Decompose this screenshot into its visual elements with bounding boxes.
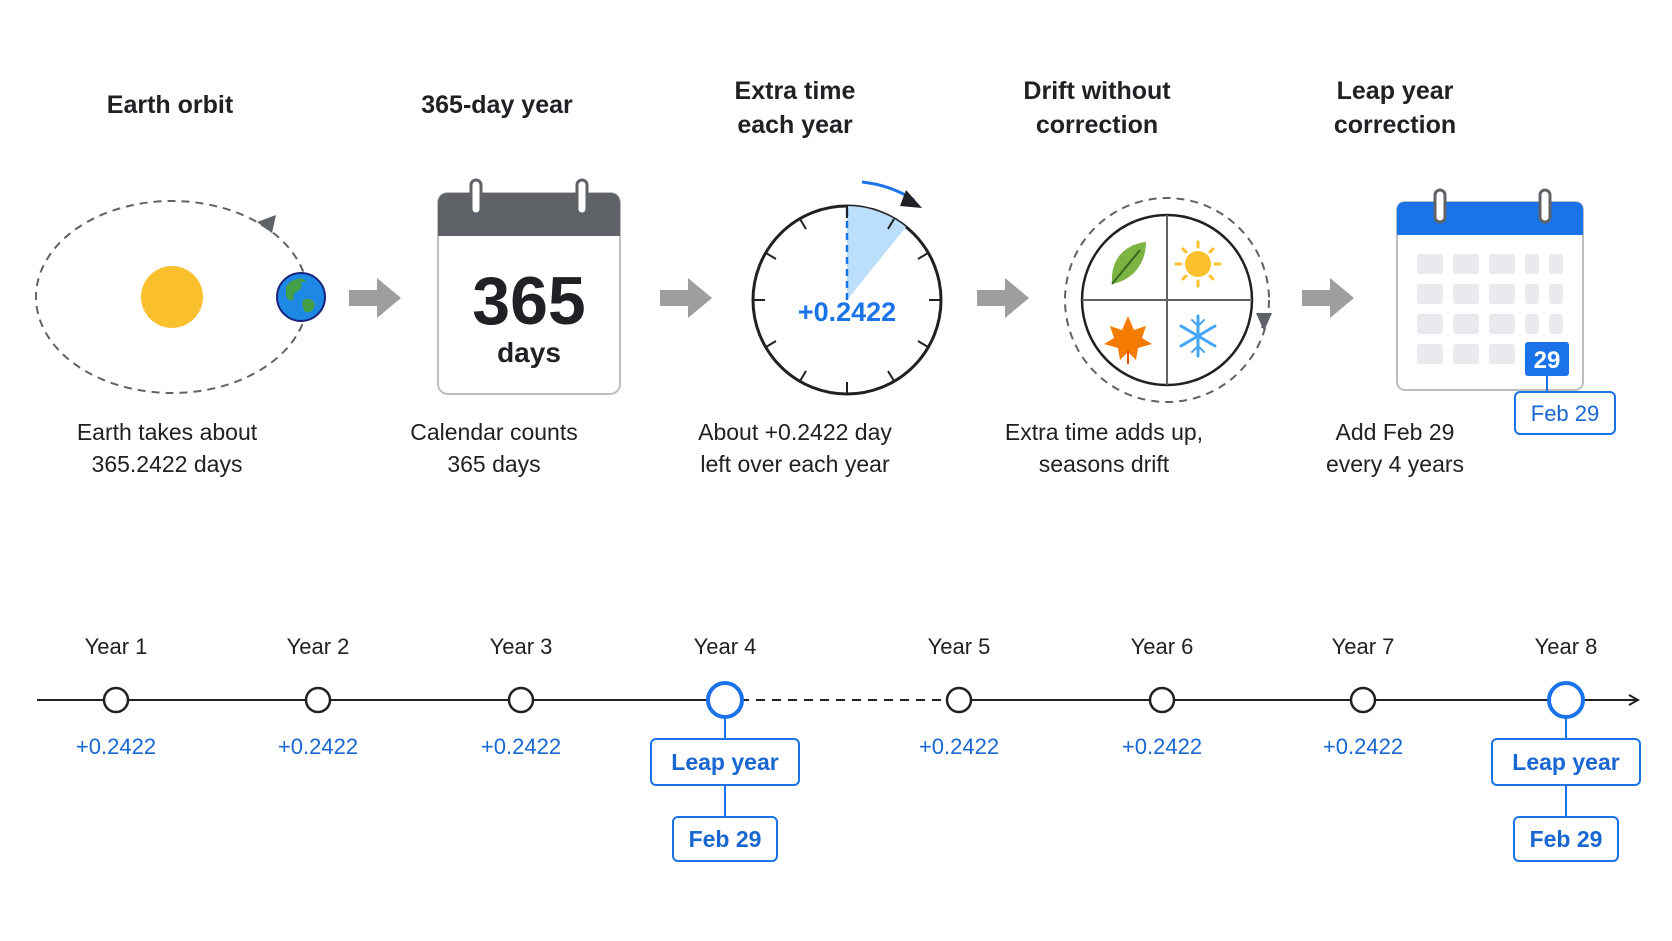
drift-ring (1064, 197, 1270, 403)
feb29-tag-label: Feb 29 (1531, 401, 1600, 426)
autumn-leaf-icon (1104, 316, 1152, 364)
step-caption-drift: Extra time adds up, seasons drift (934, 416, 1274, 480)
timeline: Year 1 +0.2422 Year 2 +0.2422 Year 3 +0.2422 Y… (37, 634, 1641, 862)
caption-line: 365.2422 days (91, 451, 243, 477)
timeline-node[interactable] (1349, 686, 1377, 714)
leap-calendar-header (1397, 202, 1583, 235)
title-line: Extra time (734, 77, 856, 105)
caption-line: Extra time adds up, (1004, 419, 1204, 445)
timeline-year-label: Year 6 (1131, 634, 1194, 659)
step-title-earth-orbit: Earth orbit (10, 88, 330, 122)
flow-arrow-icon (660, 278, 712, 318)
timeline-year-label: Year 4 (694, 634, 757, 659)
calendar-grid (1417, 254, 1563, 364)
step-title-leap-year: Leap year correction (1235, 74, 1555, 142)
leap-day-number: 29 (1534, 347, 1561, 374)
calendar-icon: 365 days (437, 178, 621, 395)
seasons-icon (1064, 197, 1272, 403)
spring-leaf-icon (1111, 242, 1146, 285)
timeline-year-label: Year 1 (85, 634, 148, 659)
timeline-node[interactable] (304, 686, 332, 714)
timeline-node-leap[interactable] (706, 681, 744, 719)
calendar-unit: days (497, 337, 561, 368)
timeline-year-label: Year 5 (928, 634, 991, 659)
sun-icon (141, 266, 203, 328)
flow-arrow-icon (349, 278, 401, 318)
step-caption-365-day-year: Calendar counts 365 days (324, 416, 664, 480)
title-line: Earth orbit (106, 91, 234, 119)
feb29-date-tag (1513, 816, 1619, 862)
caption-line: seasons drift (1038, 451, 1170, 477)
caption-line: every 4 years (1325, 451, 1465, 477)
title-line: 365-day year (421, 91, 573, 119)
timeline-year-value: +0.2422 (1122, 734, 1202, 759)
timeline-node[interactable] (507, 686, 535, 714)
title-line: Drift without (1023, 77, 1171, 105)
winter-snowflake-icon (1179, 314, 1217, 358)
leap-year-label: Leap year (671, 749, 778, 775)
timeline-year-label: Year 2 (287, 634, 350, 659)
drift-arrow-icon (1256, 313, 1272, 331)
timeline-year-value: +0.2422 (919, 734, 999, 759)
flow-arrow-icon (1302, 278, 1354, 318)
title-line: correction (1035, 111, 1159, 139)
calendar-ring-icon (469, 178, 483, 216)
leap-year-label: Leap year (1512, 749, 1619, 775)
clock-extra-wedge (847, 206, 906, 300)
calendar-ring-icon (1433, 188, 1447, 224)
timeline-year-value: +0.2422 (481, 734, 561, 759)
feb29-date-label: Feb 29 (1530, 826, 1603, 852)
timeline-year-label: Year 8 (1535, 634, 1598, 659)
timeline-year-value: +0.2422 (1323, 734, 1403, 759)
step-caption-extra-time: About +0.2422 day left over each year (625, 416, 965, 480)
step-title-extra-time: Extra time each year (635, 74, 955, 142)
timeline-year-label: Year 7 (1332, 634, 1395, 659)
title-line: correction (1333, 111, 1457, 139)
title-line: each year (737, 111, 853, 139)
timeline-node[interactable] (1148, 686, 1176, 714)
step-title-drift: Drift without correction (937, 74, 1257, 142)
calendar-ring-icon (575, 178, 589, 216)
timeline-year-value: +0.2422 (278, 734, 358, 759)
calendar-day-count: 365 (472, 263, 585, 339)
caption-line: 365 days (447, 451, 541, 477)
caption-line: left over each year (700, 451, 890, 477)
clock-value: +0.2422 (798, 297, 896, 327)
timeline-node-leap[interactable] (1547, 681, 1585, 719)
flow-arrow-icon (977, 278, 1029, 318)
timeline-year-value: +0.2422 (76, 734, 156, 759)
timeline-node[interactable] (102, 686, 130, 714)
timeline-year-label: Year 3 (490, 634, 553, 659)
clock-arrowhead-icon (900, 190, 922, 208)
leap-day-badge (1525, 342, 1569, 376)
leap-calendar-icon: 29 Feb 29 (1396, 188, 1616, 435)
step-title-365-day-year: 365-day year (337, 88, 657, 122)
clock-ticks (753, 206, 941, 394)
feb29-date-tag (672, 816, 778, 862)
caption-line: About +0.2422 day (698, 419, 892, 445)
calendar-header (438, 193, 620, 236)
feb29-date-label: Feb 29 (689, 826, 762, 852)
feb29-tag (1514, 391, 1616, 435)
summer-sun-icon (1174, 240, 1222, 288)
earth-icon (276, 272, 326, 322)
step-caption-leap-year: Add Feb 29 every 4 years (1225, 416, 1565, 480)
timeline-node[interactable] (945, 686, 973, 714)
title-line: Leap year (1336, 77, 1454, 105)
calendar-ring-icon (1538, 188, 1552, 224)
orbit-direction-arrow-icon (257, 215, 276, 233)
step-caption-earth-orbit: Earth takes about 365.2422 days (0, 416, 337, 480)
earth-orbit-icon (35, 200, 326, 394)
caption-line: Calendar counts (410, 419, 578, 445)
caption-line: Earth takes about (76, 419, 258, 445)
caption-line: Add Feb 29 (1335, 419, 1455, 445)
clock-icon: +0.2422 (751, 180, 943, 396)
